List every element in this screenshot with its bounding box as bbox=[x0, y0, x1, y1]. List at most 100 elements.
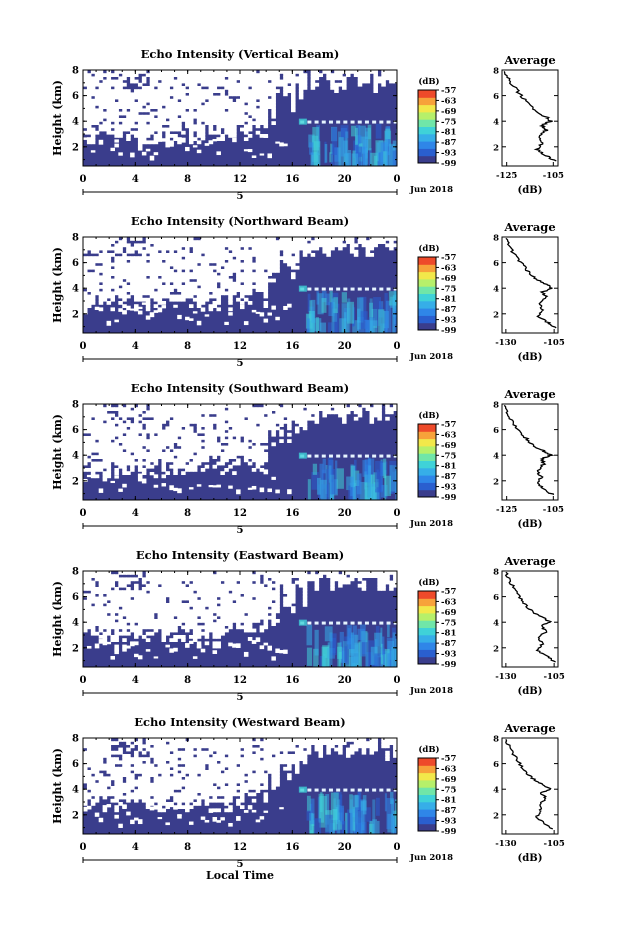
x-tick-label: 0 bbox=[394, 508, 401, 519]
colorbar-segment bbox=[418, 148, 436, 157]
colorbar-tick-label: -63 bbox=[441, 597, 456, 607]
colorbar-segment bbox=[418, 656, 436, 665]
profile-line bbox=[505, 237, 557, 329]
profile-x-label: (dB) bbox=[518, 853, 543, 864]
colorbar-frame bbox=[417, 256, 437, 331]
profile-x-tick-label: -105 bbox=[543, 672, 564, 682]
colorbar-tick-label: -69 bbox=[441, 274, 456, 284]
colorbar-segment bbox=[418, 809, 436, 817]
colorbar-segment bbox=[418, 111, 436, 120]
y-tick-label: 6 bbox=[72, 91, 79, 102]
colorbar-tick-label: -81 bbox=[441, 128, 456, 138]
x-tick-label: 16 bbox=[285, 341, 299, 352]
colorbar-segment bbox=[418, 772, 436, 781]
colorbar-unit: (dB) bbox=[418, 243, 439, 254]
x-tick-label: 16 bbox=[285, 508, 299, 519]
colorbar-segment bbox=[418, 141, 436, 149]
colorbar-tick-label: -87 bbox=[441, 138, 456, 148]
colorbar-tick-label: -99 bbox=[441, 827, 456, 837]
profile-line bbox=[503, 404, 555, 496]
colorbar-segment bbox=[418, 591, 436, 599]
colorbar-segment bbox=[418, 642, 436, 650]
x-tick-label: 12 bbox=[233, 508, 247, 519]
colorbar-segment bbox=[418, 634, 436, 643]
panel-1: Echo Intensity (Northward Beam) 2 4 6 8 Heigh… bbox=[51, 214, 565, 369]
colorbar-tick-label: -81 bbox=[441, 796, 456, 806]
colorbar-tick-label: -57 bbox=[441, 253, 456, 263]
y-tick-label: 8 bbox=[72, 233, 79, 244]
heatmap-title: Echo Intensity (Northward Beam) bbox=[131, 214, 349, 228]
profile-frame bbox=[501, 69, 559, 167]
profile-line bbox=[505, 739, 554, 830]
profile-frame bbox=[501, 570, 559, 668]
colorbar-tick-label: -87 bbox=[441, 806, 456, 816]
colorbar-segment bbox=[418, 489, 436, 498]
colorbar-segment bbox=[418, 308, 436, 316]
x-tick-label: 4 bbox=[132, 675, 139, 686]
date-day-label: 5 bbox=[237, 692, 244, 703]
date-day-label: 5 bbox=[237, 191, 244, 202]
profile-y-tick-label: 4 bbox=[493, 118, 499, 128]
colorbar-tick-label: -63 bbox=[441, 764, 456, 774]
colorbar-segment bbox=[418, 431, 436, 440]
profile-x-label: (dB) bbox=[518, 686, 543, 697]
x-tick-label: 20 bbox=[338, 174, 352, 185]
date-month-label: Jun 2018 bbox=[409, 853, 453, 863]
colorbar-tick-label: -57 bbox=[441, 420, 456, 430]
x-tick-label: 16 bbox=[285, 842, 299, 853]
y-axis-label: Height (km) bbox=[51, 247, 64, 323]
profile-x-tick-label: -130 bbox=[495, 839, 516, 849]
panel-0: Echo Intensity (Vertical Beam) 2 4 6 8 Height… bbox=[51, 47, 564, 202]
colorbar-segment bbox=[418, 612, 436, 621]
profile-y-tick-label: 4 bbox=[493, 452, 499, 462]
profile-y-tick-label: 6 bbox=[493, 593, 499, 603]
colorbar-tick-label: -99 bbox=[441, 159, 456, 169]
profile-line bbox=[504, 571, 556, 663]
colorbar-segment bbox=[418, 794, 436, 803]
x-tick-label: 20 bbox=[338, 508, 352, 519]
colorbar-segment bbox=[418, 598, 436, 607]
colorbar-segment bbox=[418, 649, 436, 658]
colorbar-tick-label: -81 bbox=[441, 462, 456, 472]
colorbar-tick-label: -63 bbox=[441, 263, 456, 273]
x-tick-label: 0 bbox=[394, 675, 401, 686]
y-tick-label: 2 bbox=[72, 142, 79, 153]
x-tick-label: 8 bbox=[184, 675, 191, 686]
heatmap-cells bbox=[83, 738, 397, 834]
profile-y-tick-label: 6 bbox=[493, 760, 499, 770]
y-tick-label: 8 bbox=[72, 400, 79, 411]
x-tick-label: 16 bbox=[285, 174, 299, 185]
profile-y-tick-label: 8 bbox=[493, 234, 499, 244]
colorbar-segment bbox=[418, 322, 436, 331]
profile-y-tick-label: 8 bbox=[493, 67, 499, 77]
profile-title: Average bbox=[503, 220, 555, 234]
y-tick-label: 4 bbox=[72, 618, 79, 629]
panel-4: Echo Intensity (Westward Beam) 2 4 6 8 Height… bbox=[51, 715, 565, 870]
colorbar-tick-label: -81 bbox=[441, 295, 456, 305]
colorbar-segment bbox=[418, 482, 436, 491]
x-tick-label: 0 bbox=[394, 341, 401, 352]
colorbar-tick-label: -69 bbox=[441, 775, 456, 785]
x-tick-label: 12 bbox=[233, 174, 247, 185]
x-tick-label: 8 bbox=[184, 508, 191, 519]
x-tick-label: 0 bbox=[80, 842, 87, 853]
colorbar-tick-label: -75 bbox=[441, 451, 456, 461]
colorbar-segment bbox=[418, 97, 436, 106]
colorbar-segment bbox=[418, 293, 436, 302]
colorbar-tick-label: -81 bbox=[441, 629, 456, 639]
y-axis-label: Height (km) bbox=[51, 748, 64, 824]
colorbar-unit: (dB) bbox=[418, 410, 439, 421]
x-tick-label: 16 bbox=[285, 675, 299, 686]
heatmap-cells bbox=[83, 571, 397, 667]
profile-line bbox=[503, 71, 557, 162]
x-tick-label: 8 bbox=[184, 174, 191, 185]
colorbar-tick-label: -87 bbox=[441, 305, 456, 315]
y-tick-label: 2 bbox=[72, 476, 79, 487]
profile-y-tick-label: 2 bbox=[493, 310, 499, 320]
profile-frame bbox=[501, 403, 559, 501]
profile-frame bbox=[501, 236, 559, 334]
y-tick-label: 4 bbox=[72, 785, 79, 796]
profile-x-tick-label: -105 bbox=[543, 505, 564, 515]
colorbar-tick-label: -57 bbox=[441, 754, 456, 764]
colorbar-tick-label: -93 bbox=[441, 316, 456, 326]
